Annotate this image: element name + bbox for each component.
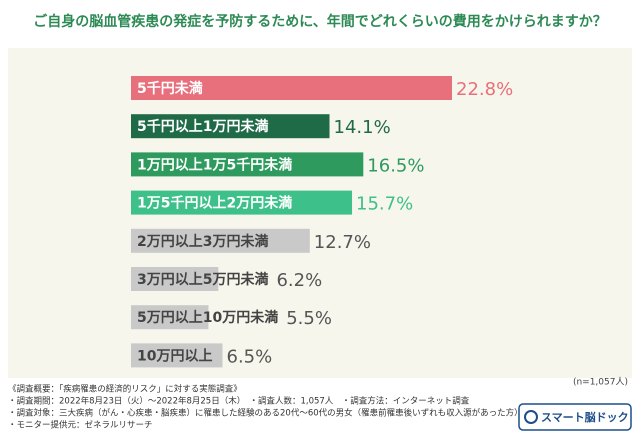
bar-label: 10万円以上 (137, 348, 212, 364)
bar (131, 76, 452, 100)
footer-line: 《調査概要：「疾病罹患の経済的リスク」に対する実態調査》 (8, 384, 242, 395)
value-label: 12.7% (314, 232, 371, 253)
bar (131, 152, 364, 177)
value-label: 14.1% (334, 117, 391, 138)
value-label: 16.5% (367, 155, 424, 176)
bar (131, 267, 219, 291)
footer-line: ・調査対象：三大疾病（がん・心疾患・脳疾患）に罹患した経験のある20代～60代の… (8, 408, 523, 419)
bar-label: 5千円未満 (137, 80, 203, 97)
bar-label: 1万円以上1万5千円未満 (137, 156, 292, 173)
value-label: 5.5% (286, 308, 332, 329)
sample-note: (n=1,057人) (573, 377, 628, 388)
footer-line: ・モニター提供元：ゼネラルリサーチ (8, 420, 153, 431)
bar (131, 190, 353, 215)
value-label: 15.7% (356, 194, 413, 215)
footer-line: ・調査期間：2022年8月23日（火）～2022年8月25日（木） ・調査人数：… (8, 396, 470, 407)
logo-text: スマート脳ドック (541, 411, 629, 424)
bar-label: 5万円以上10万円未満 (137, 309, 278, 326)
bar-label: 1万5千円以上2万円未満 (137, 195, 292, 212)
bar (131, 305, 209, 330)
bar-label: 3万円以上5万円未満 (137, 271, 268, 288)
value-label: 22.8% (456, 79, 513, 100)
value-label: 6.5% (227, 346, 273, 367)
value-label: 6.2% (276, 270, 322, 291)
bar-label: 2万円以上3万円未満 (137, 233, 268, 250)
bar (131, 114, 330, 139)
chart-title: ご自身の脳血管疾患の発症を予防するために、年間でどれくらいの費用をかけられますか… (33, 13, 607, 30)
logo-box (518, 403, 632, 431)
bar (131, 228, 310, 253)
bar (131, 343, 223, 368)
logo-icon (524, 410, 538, 424)
bar-label: 5千円以上1万円未満 (137, 118, 268, 135)
